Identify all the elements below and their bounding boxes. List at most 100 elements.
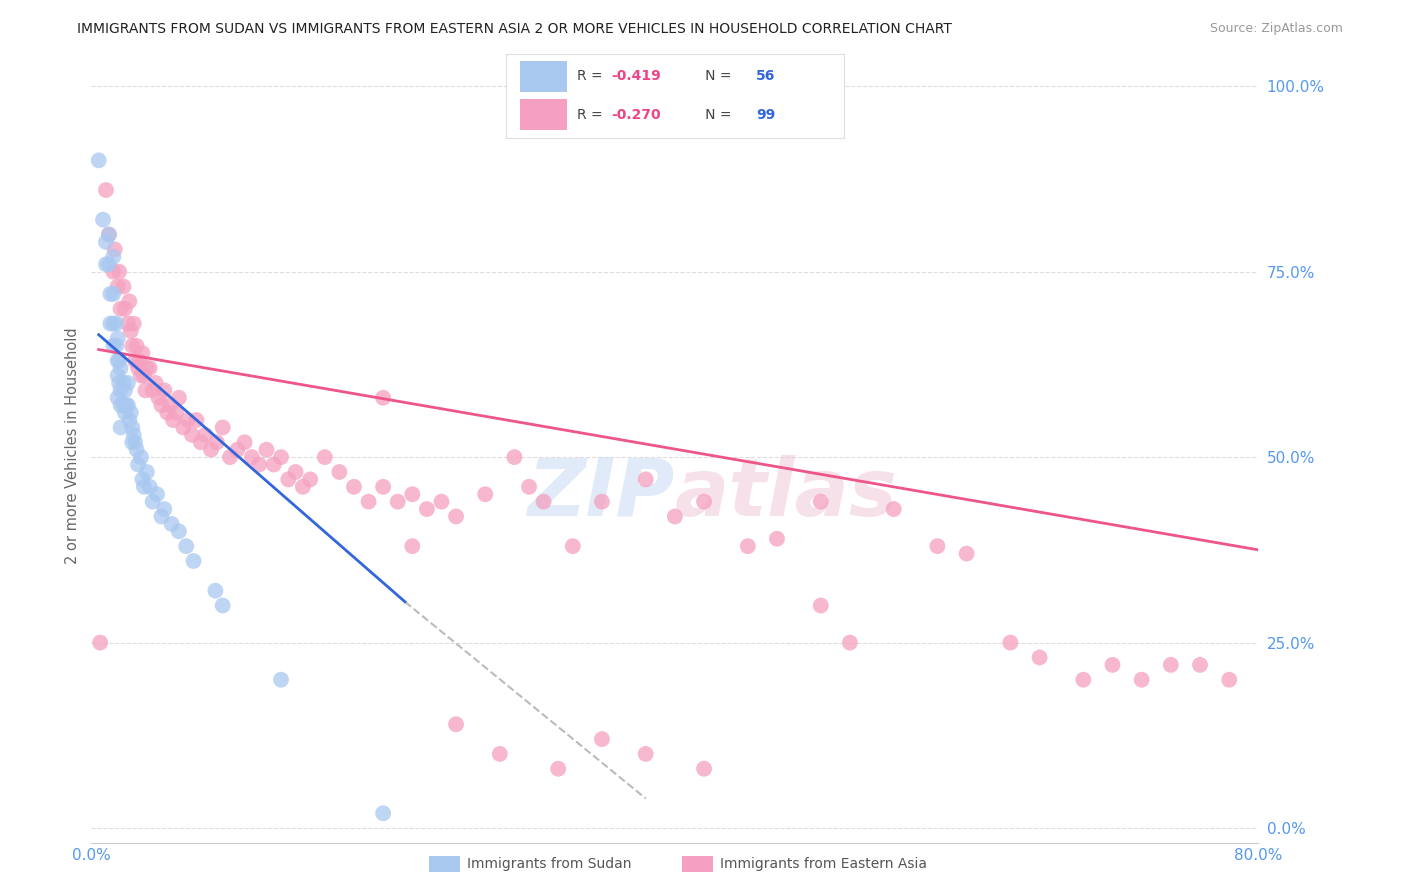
Point (194, 428, 217, 442)
Point (927, 539, 949, 553)
Point (118, 294, 141, 309)
Point (371, 391, 394, 405)
Point (124, 435, 146, 450)
Point (114, 384, 136, 398)
Point (150, 509, 173, 524)
Text: 99: 99 (756, 108, 775, 121)
Point (107, 331, 129, 345)
Point (129, 368, 152, 383)
Point (114, 301, 136, 316)
Point (489, 747, 512, 761)
Point (135, 361, 157, 376)
Point (664, 509, 686, 524)
Point (145, 376, 167, 390)
Point (89, 635, 111, 649)
Point (1130, 673, 1153, 687)
Point (103, 250, 125, 264)
Point (94, 235, 117, 249)
Text: -0.419: -0.419 (610, 70, 661, 83)
Point (200, 442, 222, 457)
Point (561, 539, 583, 553)
Point (120, 406, 142, 420)
Point (474, 487, 496, 501)
Point (153, 502, 176, 516)
Point (205, 435, 228, 450)
Point (693, 762, 716, 776)
Point (148, 391, 170, 405)
Point (135, 465, 157, 479)
Text: -0.270: -0.270 (610, 108, 661, 121)
Point (115, 398, 138, 412)
Point (105, 317, 128, 331)
Text: R =: R = (576, 108, 607, 121)
Point (240, 450, 263, 464)
Point (98, 286, 121, 301)
Point (134, 384, 156, 398)
Point (97, 227, 120, 242)
Point (114, 406, 136, 420)
Point (233, 435, 256, 450)
Text: N =: N = (692, 108, 735, 121)
Point (1160, 657, 1182, 672)
Point (107, 353, 129, 368)
Point (314, 450, 336, 464)
Point (162, 413, 184, 427)
Point (146, 487, 169, 501)
Point (142, 384, 165, 398)
Point (94, 183, 117, 197)
Point (430, 494, 453, 508)
Point (181, 428, 204, 442)
Point (263, 458, 285, 472)
Point (87, 153, 110, 168)
Point (343, 480, 366, 494)
Point (121, 420, 143, 434)
Point (120, 324, 142, 338)
Point (91, 212, 114, 227)
Point (108, 353, 131, 368)
Point (122, 317, 145, 331)
Point (328, 465, 350, 479)
Point (444, 509, 467, 524)
Point (122, 428, 145, 442)
Point (107, 279, 129, 293)
Point (284, 465, 307, 479)
Text: R =: R = (576, 70, 607, 83)
Y-axis label: 2 or more Vehicles in Household: 2 or more Vehicles in Household (65, 327, 80, 565)
Point (810, 494, 832, 508)
Point (1189, 657, 1212, 672)
Point (121, 339, 143, 353)
Point (117, 376, 139, 390)
Point (371, 480, 394, 494)
Point (533, 494, 555, 508)
Text: Immigrants from Sudan: Immigrants from Sudan (467, 857, 631, 871)
Point (204, 583, 226, 598)
Point (160, 516, 183, 531)
Point (107, 391, 129, 405)
Point (517, 480, 540, 494)
Point (503, 450, 526, 464)
Point (219, 450, 242, 464)
Text: ZIP: ZIP (527, 455, 675, 533)
Point (247, 458, 270, 472)
Point (299, 472, 322, 486)
Point (165, 406, 187, 420)
Text: atlas: atlas (675, 455, 897, 533)
Point (124, 353, 146, 368)
Bar (520, 99, 567, 130)
Point (153, 384, 176, 398)
Point (98, 317, 121, 331)
Point (591, 494, 613, 508)
Point (387, 494, 409, 508)
Point (156, 406, 179, 420)
Point (127, 458, 149, 472)
Point (838, 635, 860, 649)
Text: IMMIGRANTS FROM SUDAN VS IMMIGRANTS FROM EASTERN ASIA 2 OR MORE VEHICLES IN HOUS: IMMIGRANTS FROM SUDAN VS IMMIGRANTS FROM… (77, 22, 952, 37)
Point (401, 487, 423, 501)
Point (107, 368, 129, 383)
Point (125, 442, 148, 457)
Point (150, 398, 173, 412)
Point (117, 317, 139, 331)
Point (132, 368, 155, 383)
Point (270, 450, 292, 464)
Point (176, 413, 198, 427)
